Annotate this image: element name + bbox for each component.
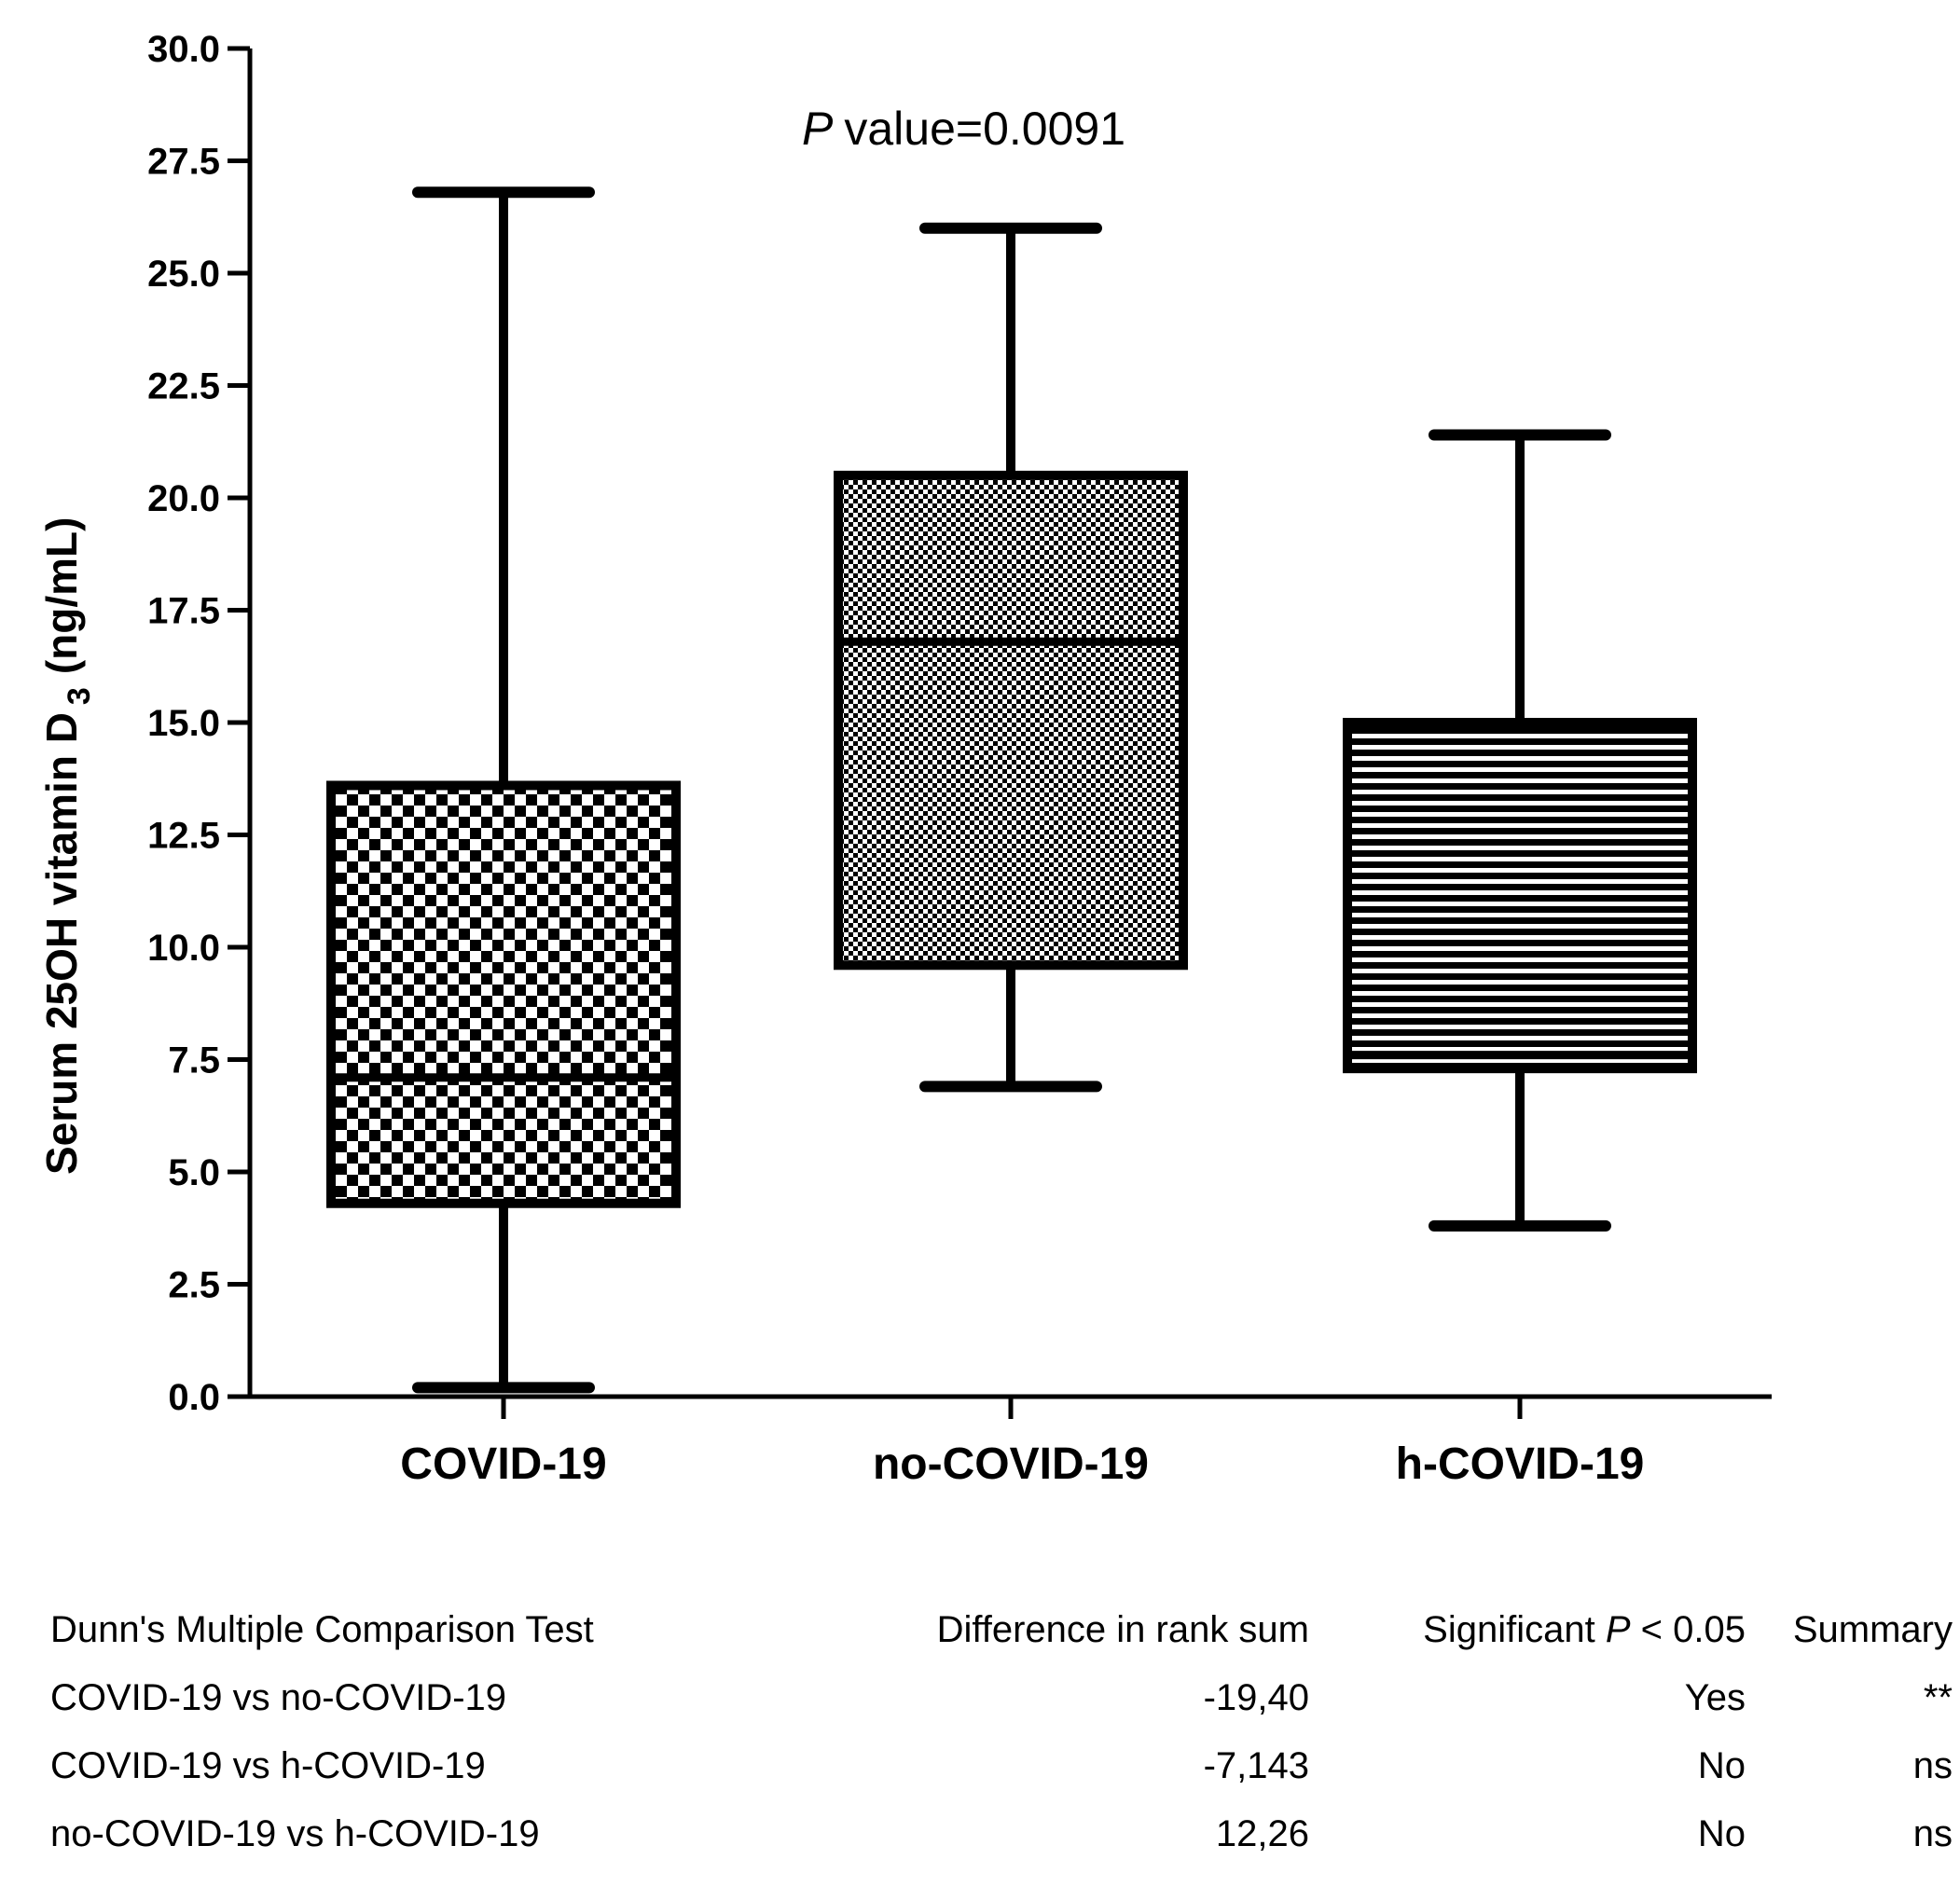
row-summary: ** [1923, 1677, 1953, 1718]
y-tick-label: 17.5 [147, 591, 220, 632]
box-h-covid-19 [1343, 429, 1697, 1232]
row-diff: 12,26 [1215, 1813, 1309, 1854]
row-diff: -7,143 [1203, 1745, 1309, 1786]
x-category-label: no-COVID-19 [873, 1439, 1149, 1489]
x-category-label: COVID-19 [400, 1439, 606, 1489]
header-sig-suffix: < 0.05 [1640, 1609, 1746, 1650]
header-test: Dunn's Multiple Comparison Test [50, 1609, 594, 1650]
table-row: COVID-19 vs h-COVID-19 -7,143 No ns [50, 1732, 1953, 1800]
axes: 0.0 2.5 5.0 7.5 10.0 12.5 15.0 17.5 20.0 22.5 25.0… [147, 29, 1772, 1489]
row-diff: -19,40 [1203, 1677, 1309, 1718]
p-value-text: value=0.0091 [844, 103, 1125, 155]
y-tick-label: 10.0 [147, 928, 220, 969]
row-comparison: COVID-19 vs no-COVID-19 [50, 1677, 507, 1718]
y-axis-label-main: Serum 25OH vitamin D [37, 712, 86, 1175]
y-tick-label: 20.0 [147, 478, 220, 519]
iqr-box [834, 470, 1188, 971]
row-significant: No [1697, 1745, 1746, 1786]
y-tick-label: 30.0 [147, 29, 220, 70]
row-summary: ns [1912, 1745, 1953, 1786]
row-summary: ns [1912, 1813, 1953, 1854]
table-header-row: Dunn's Multiple Comparison Test Differen… [50, 1596, 1953, 1664]
y-tick-label: 12.5 [147, 816, 220, 857]
y-tick-label: 0.0 [168, 1377, 220, 1418]
header-sig-prefix: Significant [1423, 1609, 1595, 1650]
y-tick-label: 15.0 [147, 703, 220, 744]
header-significant: Significant P < 0.05 [1309, 1596, 1746, 1664]
table-row: no-COVID-19 vs h-COVID-19 12,26 No ns [50, 1800, 1953, 1868]
iqr-box [1343, 718, 1697, 1074]
y-tick-label: 2.5 [168, 1265, 220, 1306]
row-significant: No [1697, 1813, 1746, 1854]
y-tick-label: 25.0 [147, 254, 220, 295]
table-row: COVID-19 vs no-COVID-19 -19,40 Yes ** [50, 1664, 1953, 1732]
iqr-box [326, 780, 681, 1208]
row-comparison: no-COVID-19 vs h-COVID-19 [50, 1813, 540, 1854]
box-covid-19 [326, 186, 681, 1394]
y-tick-label: 27.5 [147, 142, 220, 183]
boxes [326, 186, 1697, 1394]
y-axis-label-unit: (ng/mL) [37, 517, 86, 675]
y-tick-label: 7.5 [168, 1040, 220, 1081]
y-axis-label: Serum 25OH vitamin D 3 (ng/mL) [37, 517, 97, 1175]
y-tick-label: 5.0 [168, 1152, 220, 1193]
p-value-symbol: P [802, 103, 834, 155]
x-category-label: h-COVID-19 [1396, 1439, 1645, 1489]
y-tick-label: 22.5 [147, 366, 220, 407]
row-significant: Yes [1684, 1677, 1746, 1718]
box-no-covid-19 [834, 222, 1188, 1093]
y-axis-label-subscript: 3 [62, 687, 97, 705]
header-sig-p: P [1605, 1609, 1631, 1650]
dunns-comparison-table: Dunn's Multiple Comparison Test Differen… [50, 1596, 1953, 1868]
header-summary: Summary [1792, 1609, 1953, 1650]
header-diff: Difference in rank sum [936, 1609, 1309, 1650]
row-comparison: COVID-19 vs h-COVID-19 [50, 1745, 486, 1786]
